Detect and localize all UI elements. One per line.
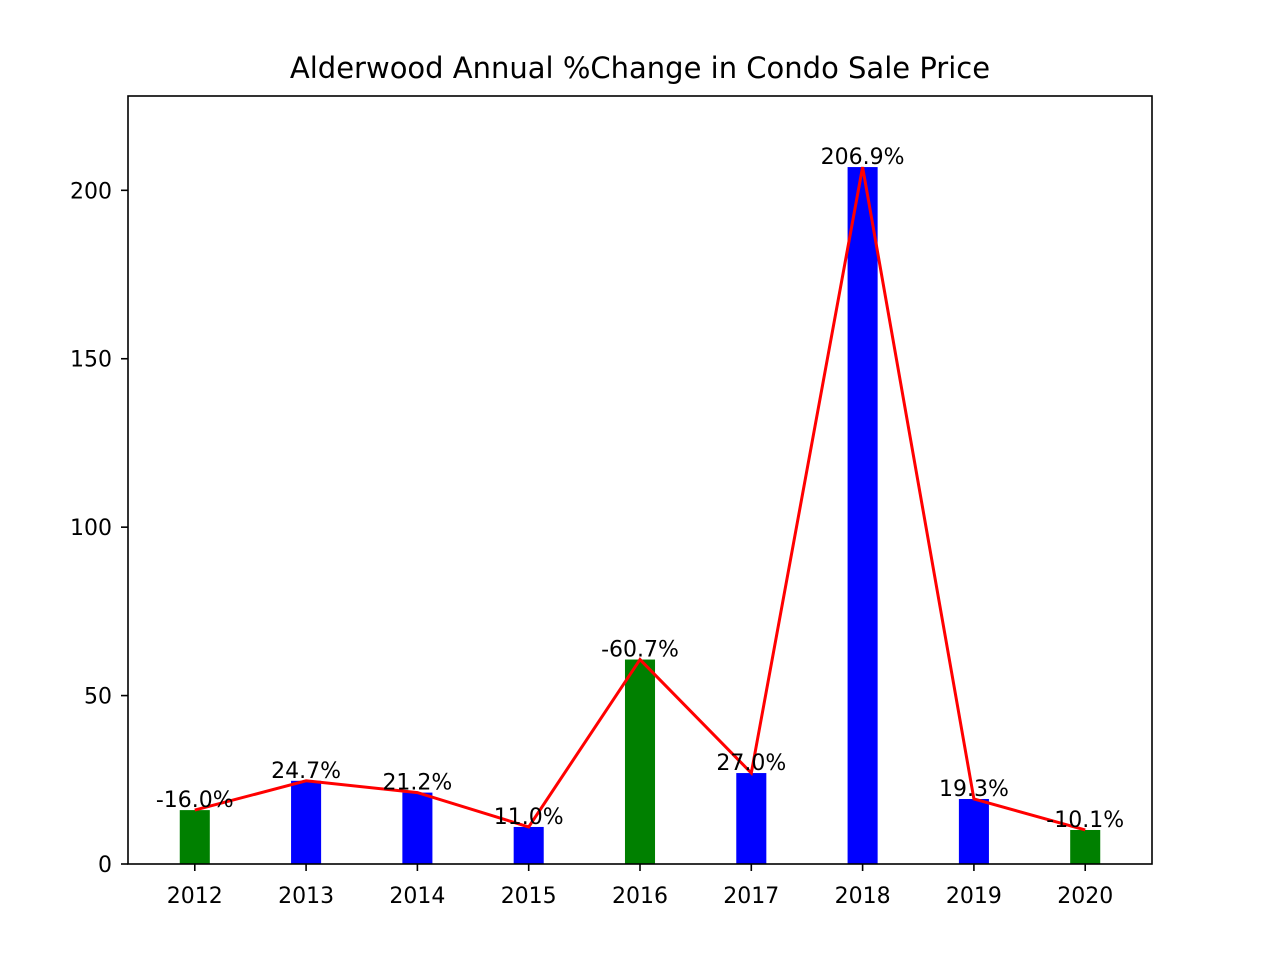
x-tick-label-2016: 2016 — [612, 884, 668, 909]
data-label-2019: 19.3% — [939, 777, 1009, 802]
data-label-2018: 206.9% — [821, 145, 905, 170]
trend-line — [194, 166, 1086, 832]
y-tick-label-200: 200 — [70, 179, 112, 204]
x-tick-label-2019: 2019 — [946, 884, 1002, 909]
x-axis: 2012 2013 2014 2015 2016 2017 2018 2019 2020 — [167, 864, 1113, 909]
data-label-2016: -60.7% — [601, 638, 679, 663]
y-axis: 0 50 100 150 200 — [70, 179, 128, 878]
y-tick-label-50: 50 — [84, 685, 112, 710]
bar-2012 — [179, 810, 210, 864]
x-tick-label-2020: 2020 — [1057, 884, 1113, 909]
chart-title: Alderwood Annual %Change in Condo Sale P… — [290, 51, 990, 85]
x-tick-label-2018: 2018 — [835, 884, 891, 909]
bar-2015 — [513, 826, 544, 864]
bar-2017 — [736, 773, 767, 864]
y-tick-label-100: 100 — [70, 516, 112, 541]
data-label-2013: 24.7% — [271, 759, 341, 784]
data-label-2012: -16.0% — [156, 788, 234, 813]
bar-2016 — [624, 659, 656, 864]
x-tick-label-2014: 2014 — [389, 884, 445, 909]
bar-2019 — [958, 798, 989, 864]
data-label-2020: -10.1% — [1046, 808, 1124, 833]
x-tick-label-2012: 2012 — [167, 884, 223, 909]
bars-layer — [179, 167, 1101, 865]
bar-2014 — [402, 792, 433, 864]
data-label-2015: 11.0% — [494, 805, 564, 830]
data-label-2017: 27.0% — [716, 751, 786, 776]
y-tick-label-0: 0 — [98, 853, 112, 878]
data-labels-layer: -16.0% 24.7% 21.2% 11.0% -60.7% 27.0% 206.9% 19… — [156, 145, 1124, 833]
bar-2020 — [1070, 829, 1101, 864]
trend-line-layer — [194, 166, 1086, 832]
y-tick-label-150: 150 — [70, 348, 112, 373]
x-tick-label-2017: 2017 — [723, 884, 779, 909]
bar-2018 — [847, 167, 878, 865]
x-tick-label-2015: 2015 — [501, 884, 557, 909]
data-label-2014: 21.2% — [382, 771, 452, 796]
x-tick-label-2013: 2013 — [278, 884, 334, 909]
bar-2013 — [291, 780, 322, 864]
